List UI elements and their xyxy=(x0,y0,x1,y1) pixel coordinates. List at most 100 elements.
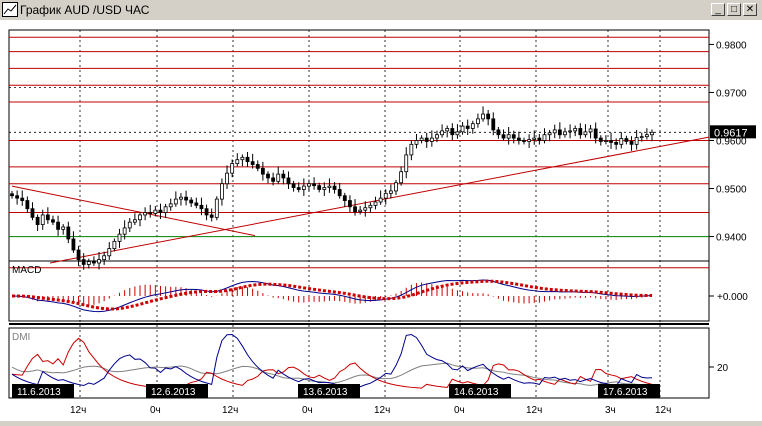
candle-body xyxy=(25,200,30,210)
candle-body xyxy=(470,123,475,129)
chart-window[interactable]: 0.9800 0.9700 0.9600 0.9500 0.9400 0.9617 MA… xyxy=(0,20,762,421)
candle-body xyxy=(45,214,50,221)
date-label: 11.6.2013 xyxy=(17,387,61,398)
candle-body xyxy=(440,130,444,136)
candle-body xyxy=(388,190,393,194)
candle-body xyxy=(506,134,511,139)
candle-body xyxy=(373,201,378,206)
candle-body xyxy=(20,197,25,201)
date-label-box xyxy=(146,384,208,398)
candle-body xyxy=(168,203,173,208)
candle-body xyxy=(209,214,214,218)
candle-body xyxy=(516,137,521,141)
candle-body xyxy=(107,248,112,257)
candle-body xyxy=(501,134,506,139)
candle-body xyxy=(337,189,342,197)
candle-body xyxy=(245,156,250,163)
candle-body xyxy=(593,128,598,139)
price-tick-label: 0.9600 xyxy=(716,136,747,147)
candle-body xyxy=(348,200,352,208)
candle-body xyxy=(644,134,649,138)
dmi-indicator xyxy=(11,334,653,389)
date-label-box xyxy=(298,384,360,398)
current-price-label: 0.9617 xyxy=(714,127,748,139)
candle-body xyxy=(307,183,311,187)
hour-label: 3ч xyxy=(605,405,616,416)
macd-panel-frame xyxy=(8,260,710,322)
candle-body xyxy=(522,140,526,142)
candle-body xyxy=(317,185,322,190)
chart-canvas[interactable]: 0.9800 0.9700 0.9600 0.9500 0.9400 0.9617 MA… xyxy=(0,20,762,421)
candle-body xyxy=(153,209,158,214)
candle-body xyxy=(404,154,409,173)
candle-body xyxy=(650,131,654,136)
candle-body xyxy=(624,138,629,142)
date-label: 17.6.2013 xyxy=(603,387,648,398)
candle-body xyxy=(184,196,188,201)
candle-body xyxy=(230,163,235,174)
candle-body xyxy=(312,183,316,187)
candle-body xyxy=(10,193,14,197)
candle-body xyxy=(40,214,45,225)
candle-body xyxy=(102,255,107,261)
candle-body xyxy=(327,185,332,188)
time-axis: 11.6.2013 12.6.2013 13.6.2013 14.6.2013 17.6… xyxy=(12,384,671,416)
vertical-gridlines xyxy=(79,30,661,398)
candle-body xyxy=(619,138,624,145)
dmi-minus-line xyxy=(11,337,653,389)
candle-body xyxy=(491,118,496,131)
candle-body xyxy=(143,212,148,216)
date-label: 13.6.2013 xyxy=(303,387,348,398)
macd-indicator xyxy=(11,279,653,313)
candle-body xyxy=(220,183,224,200)
date-label: 12.6.2013 xyxy=(151,387,196,398)
date-label: 14.6.2013 xyxy=(454,387,499,398)
price-axis: 0.9800 0.9700 0.9600 0.9500 0.9400 xyxy=(709,40,747,244)
price-tick-label: 0.9400 xyxy=(716,233,747,244)
candle-body xyxy=(189,199,194,204)
candle-body xyxy=(455,131,460,136)
candle-body xyxy=(81,259,86,265)
hour-label: 12ч xyxy=(374,405,390,416)
candle-body xyxy=(158,209,163,213)
date-label-box xyxy=(598,384,660,398)
candle-body xyxy=(465,125,470,129)
dmi-level-label: 20 xyxy=(717,363,729,374)
candle-body xyxy=(368,204,373,209)
candles xyxy=(10,106,654,270)
signal-line xyxy=(11,279,653,311)
candle-body xyxy=(378,197,383,203)
candle-body xyxy=(204,208,209,216)
candle-body xyxy=(117,233,122,242)
candle-body xyxy=(557,129,562,136)
candle-body xyxy=(460,125,465,133)
candle-body xyxy=(496,129,501,136)
candle-body xyxy=(435,134,439,139)
candle-body xyxy=(71,238,76,251)
candle-body xyxy=(568,130,572,133)
maximize-button[interactable]: □ xyxy=(727,3,741,16)
candle-body xyxy=(424,137,429,142)
candle-body xyxy=(629,141,634,145)
candle-body xyxy=(342,195,347,201)
candle-body xyxy=(260,167,265,175)
candle-body xyxy=(56,221,60,230)
dmi-plus-line xyxy=(11,334,653,388)
minimize-button[interactable]: _ xyxy=(711,3,725,16)
close-button[interactable]: ✕ xyxy=(743,3,757,16)
candle-body xyxy=(532,137,537,140)
candle-body xyxy=(383,192,388,199)
candle-body xyxy=(414,140,419,145)
candle-body xyxy=(358,209,363,212)
candle-body xyxy=(322,187,327,190)
candle-body xyxy=(511,134,516,139)
window-title: График AUD /USD ЧАС xyxy=(20,3,150,17)
candle-body xyxy=(76,249,81,261)
candle-body xyxy=(266,173,270,179)
candle-body xyxy=(122,227,127,235)
candle-body xyxy=(199,204,204,210)
candle-body xyxy=(486,113,491,120)
candle-body xyxy=(148,212,153,214)
horizontal-levels xyxy=(9,36,709,269)
chart-icon xyxy=(2,2,18,17)
